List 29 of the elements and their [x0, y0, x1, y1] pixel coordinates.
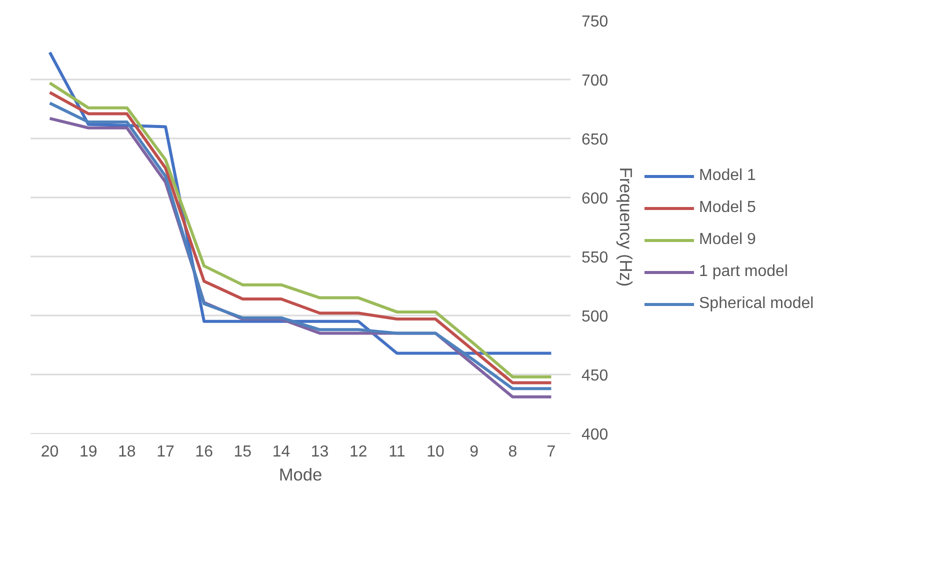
- x-tick-label: 20: [40, 444, 59, 460]
- x-tick-label: 13: [310, 444, 329, 460]
- y-tick-label: 400: [582, 426, 608, 444]
- legend-label: Spherical model: [699, 294, 814, 312]
- x-tick-label: 8: [508, 444, 518, 460]
- x-tick-label: 12: [349, 444, 368, 460]
- x-tick-label: 16: [195, 444, 214, 460]
- x-tick-label: 15: [234, 444, 252, 460]
- x-tick-label: 11: [388, 444, 406, 460]
- y-tick-label: 450: [582, 368, 608, 384]
- y-tick-label: 600: [582, 190, 608, 208]
- x-tick-label: 17: [156, 444, 174, 460]
- legend-label: Model 9: [699, 230, 756, 248]
- y-tick-label: 750: [582, 14, 608, 30]
- x-tick-label: 10: [426, 444, 444, 460]
- y-tick-label: 500: [582, 308, 608, 326]
- x-tick-label: 19: [79, 444, 98, 460]
- legend-label: 1 part model: [699, 262, 788, 280]
- y-axis-title: Frequency (Hz): [616, 167, 636, 287]
- y-tick-label: 650: [582, 132, 608, 148]
- x-tick-label: 7: [546, 444, 556, 460]
- legend-label: Model 1: [699, 166, 756, 184]
- y-tick-label: 550: [582, 250, 608, 266]
- x-tick-label: 14: [272, 444, 290, 460]
- x-axis-title: Mode: [278, 464, 322, 484]
- x-tick-label: 18: [118, 444, 136, 460]
- legend-label: Model 5: [699, 198, 756, 216]
- x-tick-label: 9: [470, 444, 479, 460]
- y-tick-label: 700: [582, 72, 608, 90]
